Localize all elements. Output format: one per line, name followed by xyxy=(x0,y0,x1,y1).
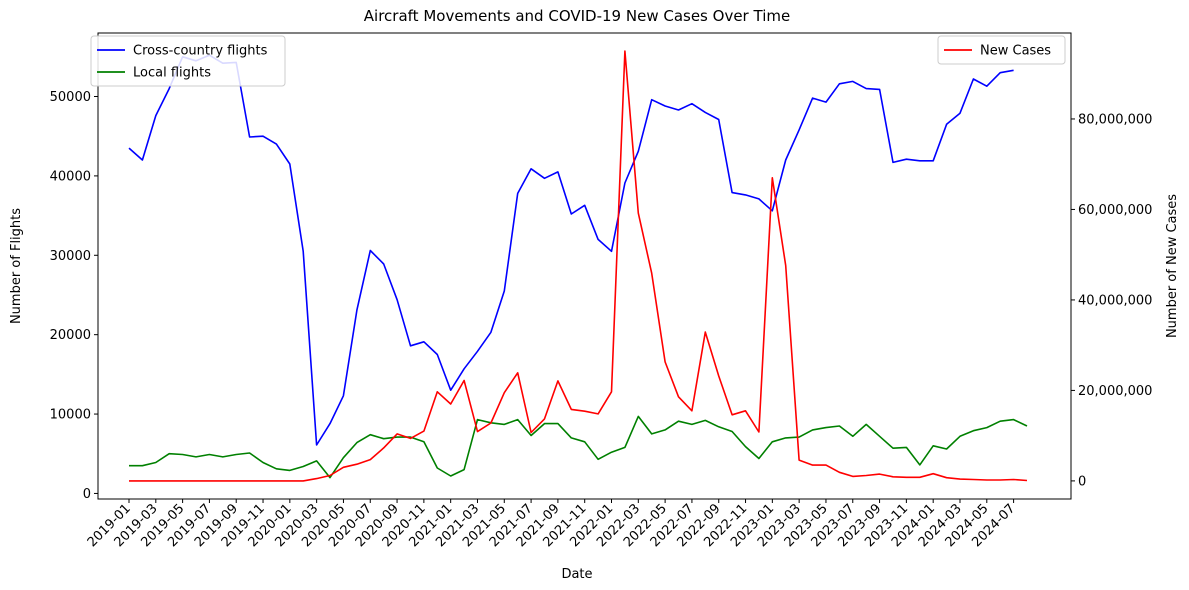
y-left-tick-label: 20000 xyxy=(50,328,91,343)
left-legend-box xyxy=(90,35,286,87)
series-line-local-flights xyxy=(129,415,1028,479)
left-legend-label: Cross-country flights xyxy=(133,44,268,59)
right-legend-box xyxy=(937,35,1066,65)
left-legend-label: Local flights xyxy=(133,66,211,81)
y-right-tick-label: 0 xyxy=(1078,474,1086,489)
left-legend: Cross-country flights Local flights xyxy=(90,35,286,87)
y-right-tick-label: 80,000,000 xyxy=(1078,112,1152,127)
y-right-tick-label: 60,000,000 xyxy=(1078,203,1152,218)
y-left-tick-label: 0 xyxy=(83,487,91,502)
series-line-new-cases xyxy=(129,50,1028,482)
x-axis-label: Date xyxy=(561,567,592,582)
right-legend: New Cases xyxy=(937,35,1066,65)
y-left-tick-label: 10000 xyxy=(50,408,91,423)
y-axis-left-label: Number of Flights xyxy=(9,208,24,324)
chart-title: Aircraft Movements and COVID-19 New Case… xyxy=(364,7,790,25)
y-axis-right-label: Number of New Cases xyxy=(1165,194,1180,338)
y-right-tick-label: 40,000,000 xyxy=(1078,293,1152,308)
y-right-tick-label: 20,000,000 xyxy=(1078,384,1152,399)
y-left-tick-label: 30000 xyxy=(50,249,91,264)
right-legend-label: New Cases xyxy=(980,44,1051,59)
series-lines xyxy=(128,50,1028,482)
series-line-cross-country-flights xyxy=(128,54,1014,446)
y-left-tick-label: 40000 xyxy=(50,169,91,184)
y-left-tick-label: 50000 xyxy=(50,90,91,105)
